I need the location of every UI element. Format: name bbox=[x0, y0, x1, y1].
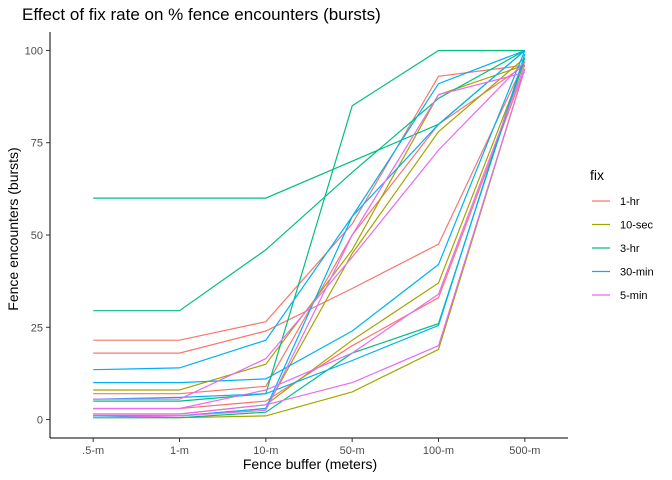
series-line-1-hr bbox=[93, 64, 526, 395]
series-lines bbox=[93, 49, 526, 419]
series-line-30-min bbox=[93, 49, 526, 371]
x-tick-label: 10-m bbox=[253, 445, 278, 457]
y-tick-label: 75 bbox=[31, 138, 43, 150]
series-line-30-min bbox=[93, 50, 526, 384]
legend-label: 30-min bbox=[620, 267, 654, 279]
y-tick-label: 50 bbox=[31, 230, 43, 242]
series-line-30-min bbox=[93, 50, 526, 417]
chart-title: Effect of fix rate on % fence encounters… bbox=[22, 5, 381, 24]
legend-label: 10-sec bbox=[620, 220, 654, 232]
series-line-1-hr bbox=[93, 68, 526, 410]
x-tick-label: 50-m bbox=[340, 445, 365, 457]
x-tick-label: 500-m bbox=[509, 445, 540, 457]
x-tick-label: 100-m bbox=[423, 445, 454, 457]
y-axis-ticks: 0 25 50 75 100 bbox=[25, 45, 50, 427]
y-tick-label: 100 bbox=[25, 45, 43, 57]
x-tick-label: 1-m bbox=[170, 445, 189, 457]
legend-items: 1-hr 10-sec 3-hr 30-min 5-min bbox=[592, 196, 654, 302]
x-axis-ticks: .5-m 1-m 10-m 50-m 100-m 500-m bbox=[82, 438, 540, 457]
x-tick-label: .5-m bbox=[82, 445, 104, 457]
series-line-30-min bbox=[93, 53, 526, 400]
series-line-5-min bbox=[93, 72, 525, 419]
legend-label: 1-hr bbox=[620, 196, 640, 208]
series-line-5-min bbox=[93, 61, 526, 400]
legend-label: 3-hr bbox=[620, 243, 640, 255]
series-line-5-min bbox=[93, 64, 526, 410]
y-tick-label: 25 bbox=[31, 322, 43, 334]
y-axis-title: Fence encounters (bursts) bbox=[5, 147, 21, 310]
series-line-10-sec bbox=[93, 68, 526, 419]
y-tick-label: 0 bbox=[37, 415, 43, 427]
series-line-3-hr bbox=[93, 50, 526, 199]
plot-area: 0 25 50 75 100 .5-m 1-m 10-m 50-m 100-m 500-m bbox=[25, 32, 568, 457]
series-line-3-hr bbox=[93, 49, 525, 402]
series-line-5-min bbox=[93, 68, 526, 415]
legend-title: fix bbox=[590, 167, 604, 183]
legend-label: 5-min bbox=[620, 290, 648, 302]
legend: fix 1-hr 10-sec 3-hr 30-min 5-min bbox=[590, 167, 654, 302]
x-axis-title: Fence buffer (meters) bbox=[243, 456, 377, 472]
series-line-1-hr bbox=[93, 64, 525, 341]
